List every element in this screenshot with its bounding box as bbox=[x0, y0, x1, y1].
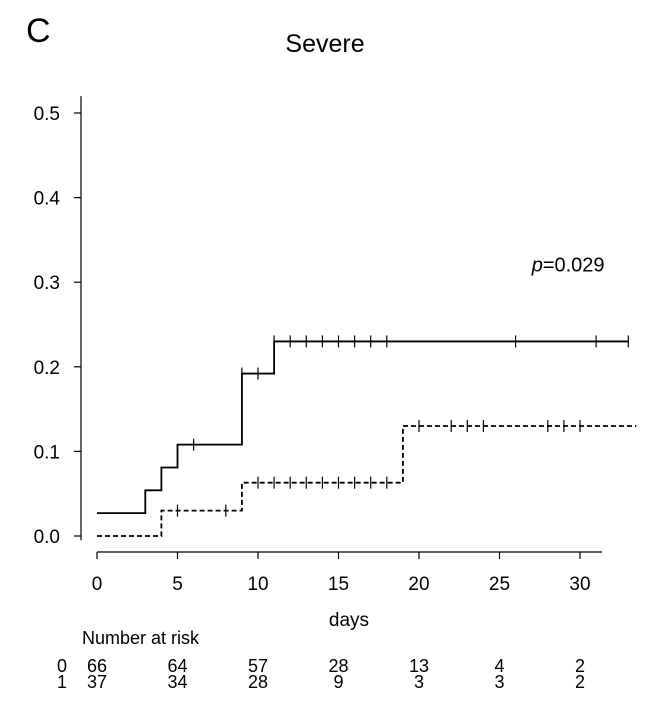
risk-count: 13 bbox=[409, 656, 429, 676]
panel-label: C bbox=[26, 12, 51, 50]
risk-count: 2 bbox=[575, 672, 585, 692]
y-tick-label: 0.3 bbox=[34, 273, 60, 294]
y-tick-label: 0.0 bbox=[34, 527, 60, 548]
risk-count: 3 bbox=[414, 672, 424, 692]
risk-count: 28 bbox=[248, 672, 268, 692]
chart-title: Severe bbox=[285, 30, 364, 58]
risk-row-label: 1 bbox=[57, 672, 67, 692]
y-tick-label: 0.4 bbox=[34, 189, 61, 210]
risk-count: 4 bbox=[494, 656, 504, 676]
x-tick-label: 30 bbox=[569, 574, 590, 595]
x-tick-label: 25 bbox=[489, 574, 510, 595]
x-tick-label: 10 bbox=[247, 574, 268, 595]
x-tick-label: 5 bbox=[172, 574, 183, 595]
y-tick-label: 0.5 bbox=[34, 104, 60, 125]
risk-count: 9 bbox=[333, 672, 343, 692]
risk-count: 34 bbox=[167, 672, 187, 692]
risk-table: Number at risk 0 66 64 57 28 13 4 21 37 34 28 9 3 3 2 bbox=[57, 628, 585, 692]
p-value-number: =0.029 bbox=[543, 254, 605, 276]
risk-count: 28 bbox=[328, 656, 348, 676]
series-1-curve bbox=[97, 340, 629, 515]
risk-row-label: 0 bbox=[57, 656, 67, 676]
y-tick-label: 0.2 bbox=[34, 358, 60, 379]
risk-count: 37 bbox=[87, 672, 107, 692]
x-tick-label: 15 bbox=[328, 574, 349, 595]
p-value-symbol: p bbox=[531, 254, 543, 276]
risk-count: 57 bbox=[248, 656, 268, 676]
series-2-curve bbox=[97, 425, 637, 537]
risk-count: 2 bbox=[575, 656, 585, 676]
series-2 bbox=[97, 420, 637, 537]
x-axis-label: days bbox=[329, 610, 369, 631]
series-1 bbox=[97, 335, 629, 515]
y-tick-label: 0.1 bbox=[34, 442, 60, 463]
risk-table-title: Number at risk bbox=[82, 628, 200, 648]
risk-count: 3 bbox=[494, 672, 504, 692]
series-layer bbox=[97, 335, 637, 537]
risk-count: 66 bbox=[87, 656, 107, 676]
x-tick-label: 20 bbox=[408, 574, 429, 595]
axes: 0.0 0.1 0.2 0.3 0.4 0.5 0 5 10 15 20 25 30 bbox=[34, 96, 602, 595]
p-value-annotation: p=0.029 bbox=[531, 254, 605, 276]
risk-count: 64 bbox=[167, 656, 187, 676]
x-tick-label: 0 bbox=[92, 574, 103, 595]
